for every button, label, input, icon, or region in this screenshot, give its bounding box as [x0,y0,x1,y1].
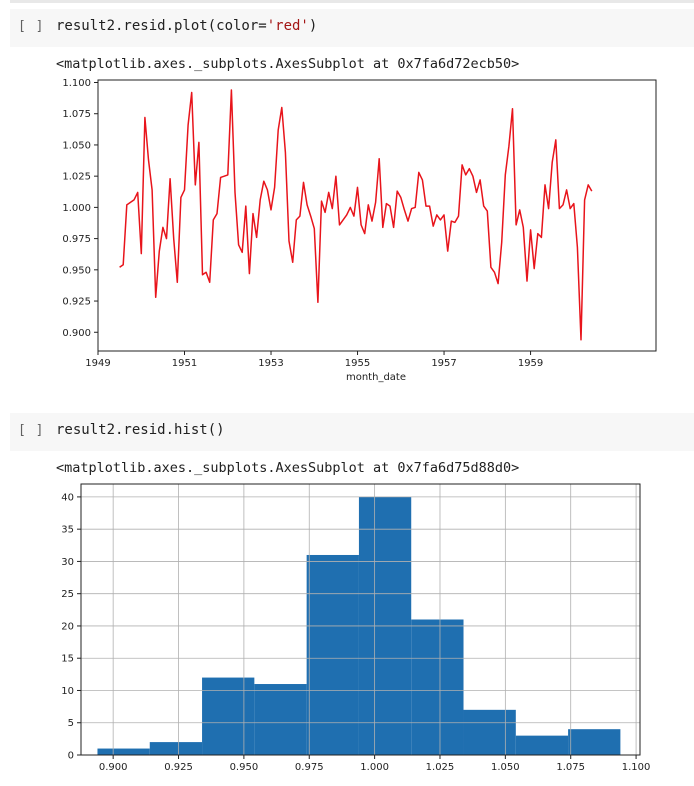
x-tick-label: 0.950 [230,762,259,773]
x-tick-label: 1949 [85,358,110,369]
code-suffix: ) [308,18,318,34]
y-tick-label: 1.050 [62,140,91,151]
y-tick-label: 1.075 [62,109,91,120]
histogram-bar [306,554,359,755]
x-tick-label: 1.075 [556,762,585,773]
y-tick-label: 20 [61,621,74,632]
code-cell-1[interactable]: [ ] result2.resid.plot(color='red') [10,9,694,47]
plot-frame [80,483,641,756]
run-cell-button[interactable]: [ ] [18,423,45,438]
histogram-bar [411,619,464,755]
x-tick-label: 1959 [518,358,543,369]
run-cell-button[interactable]: [ ] [18,19,45,34]
x-tick-label: 1.050 [491,762,520,773]
notebook-top-border [10,0,694,3]
y-tick-label: 0.925 [62,297,91,308]
y-tick-label: 40 [61,492,74,503]
histogram-bar [97,748,150,755]
y-tick-label: 10 [61,686,74,697]
histogram-bar [202,677,255,755]
histogram-bar [463,709,516,755]
y-tick-label: 0.900 [62,328,91,339]
histogram-bar [254,684,307,755]
histogram-bar [568,729,621,755]
y-tick-label: 15 [61,654,74,665]
y-tick-label: 30 [61,557,74,568]
histogram-bar [149,742,203,755]
code-input[interactable]: result2.resid.plot(color='red') [56,18,317,34]
code-input[interactable]: result2.resid.hist() [56,422,225,438]
y-tick-label: 1.100 [62,78,91,89]
x-axis-label: month_date [346,372,406,383]
y-tick-label: 35 [61,525,74,536]
x-tick-label: 0.975 [295,762,324,773]
code-prefix: result2.resid.hist() [56,422,225,438]
code-string: 'red' [266,18,309,34]
x-tick-label: 1.025 [426,762,455,773]
cell-output-text: <matplotlib.axes._subplots.AxesSubplot a… [56,56,520,72]
cell-output-text: <matplotlib.axes._subplots.AxesSubplot a… [56,460,520,476]
x-tick-label: 1.100 [622,762,651,773]
histogram-bar [515,735,569,755]
x-tick-label: 1957 [431,358,456,369]
y-tick-label: 0 [68,751,74,762]
y-tick-label: 0.950 [62,265,91,276]
y-tick-label: 1.000 [62,203,91,214]
x-tick-label: 0.900 [99,762,128,773]
code-cell-2[interactable]: [ ] result2.resid.hist() [10,413,694,451]
x-tick-label: 1955 [345,358,370,369]
x-tick-label: 1.000 [360,762,389,773]
x-tick-label: 0.925 [164,762,193,773]
x-tick-label: 1953 [258,358,283,369]
residual-series-line [119,89,593,341]
x-tick-label: 1951 [172,358,197,369]
y-tick-label: 1.025 [62,172,91,183]
y-tick-label: 0.975 [62,234,91,245]
residuals-line-chart: 0.900 0.925 0.950 0.975 1.000 1.025 1.050 1.075… [62,78,657,383]
y-tick-label: 5 [68,718,74,729]
plot-frame [97,79,657,352]
code-prefix: result2.resid.plot(color= [56,18,267,34]
y-tick-label: 25 [61,589,74,600]
residuals-histogram: 0 5 10 15 20 25 30 35 40 0.900 0.925 0.950 0.975 1.00… [61,483,651,773]
